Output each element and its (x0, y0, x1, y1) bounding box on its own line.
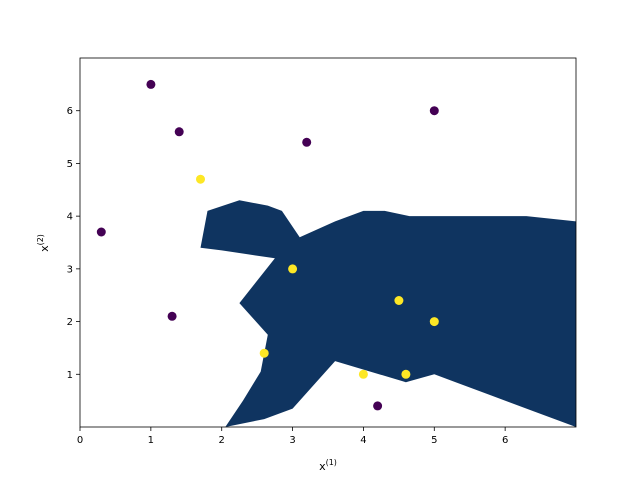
points-layer (96, 79, 439, 411)
x-axis-label: x(1) (319, 458, 337, 473)
scatter-point (401, 369, 411, 379)
y-tick-label: 5 (67, 159, 73, 170)
scatter-point (167, 311, 177, 321)
decision-region (200, 200, 576, 427)
scatter-point (373, 401, 383, 411)
x-tick-label: 6 (502, 435, 508, 446)
x-tick-label: 2 (219, 435, 225, 446)
scatter-point (302, 137, 312, 147)
x-tick-label: 0 (77, 435, 83, 446)
y-axis-label-sup: (2) (36, 234, 45, 245)
y-tick-label: 1 (67, 370, 73, 381)
scatter-point (196, 174, 205, 184)
scatter-point (394, 296, 404, 305)
y-axis-label: x(2) (36, 234, 51, 252)
y-tick-label: 2 (67, 317, 73, 328)
scatter-point (96, 227, 106, 237)
scatter-point (259, 348, 269, 358)
scatter-point (174, 127, 184, 137)
scatter-point (429, 317, 439, 327)
scatter-point (429, 106, 439, 116)
x-tick-label: 3 (289, 435, 295, 446)
x-tick-label: 5 (431, 435, 437, 446)
y-tick-label: 3 (67, 264, 73, 275)
x-axis-label-sup: (1) (326, 458, 337, 467)
scatter-point (288, 264, 298, 274)
scatter-point (146, 79, 156, 89)
y-axis-ticks: 1 2 3 4 5 6 (67, 106, 80, 381)
y-axis-label-base: x (38, 245, 51, 252)
x-axis-ticks: 0 1 2 3 4 5 6 (77, 427, 508, 446)
scatter-point (358, 369, 368, 379)
y-tick-label: 6 (67, 106, 73, 117)
y-tick-label: 4 (67, 212, 73, 223)
plot-frame (79, 57, 577, 428)
x-tick-label: 1 (148, 435, 154, 446)
x-tick-label: 4 (360, 435, 366, 446)
decision-region-layer (200, 200, 576, 427)
x-axis-label-base: x (319, 460, 326, 473)
